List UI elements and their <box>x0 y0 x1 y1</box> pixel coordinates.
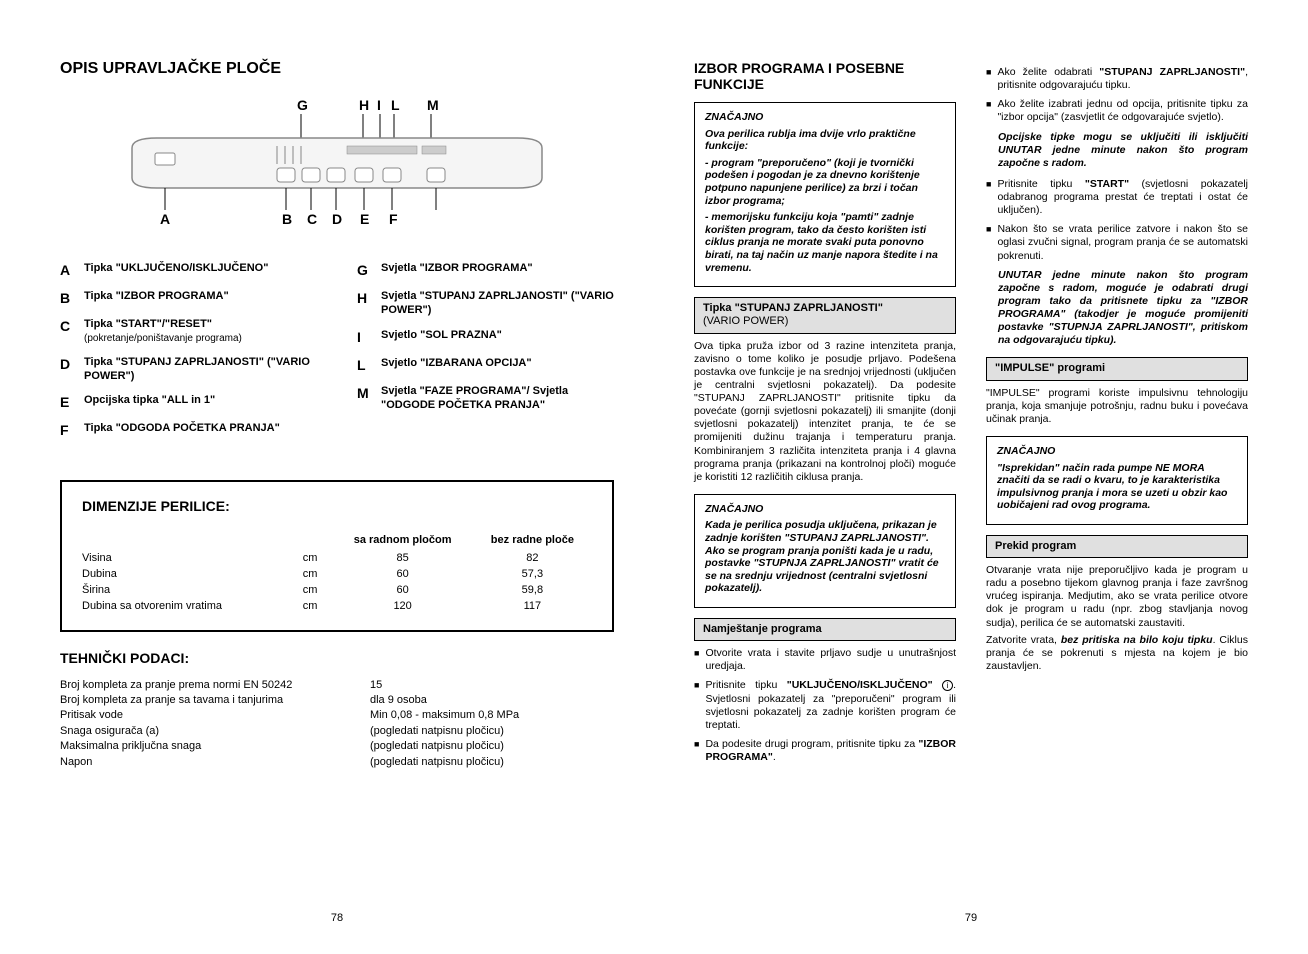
impulse-body: "IMPULSE" programi koriste impulsivnu te… <box>986 387 1248 426</box>
c2-b1: Ako želite odabrati "STUPANJ ZAPRLJANOST… <box>997 66 1248 92</box>
c2-b2: Ako želite izabrati jednu od opcija, pri… <box>997 98 1248 124</box>
box2-p: Kada je perilica posudja uključena, prik… <box>705 519 945 595</box>
diagram-label-f: F <box>389 211 398 227</box>
c2-b4: Nakon što se vrata perilice zatvore i na… <box>997 223 1248 262</box>
legend-item: MSvjetla "FAZE PROGRAMA"/ Svjetla "ODGOD… <box>357 384 614 413</box>
dim-col1-header: sa radnom pločom <box>333 530 473 550</box>
diagram-label-m: M <box>427 98 439 113</box>
c2-b3: Pritisnite tipku "START" (svjetlosni pok… <box>997 178 1248 217</box>
namj-b1: Otvorite vrata i stavite prljavo sudje u… <box>705 647 956 673</box>
important-box-1: ZNAČAJNO Ova perilica rublja ima dvije v… <box>694 102 956 287</box>
legend-item: EOpcijska tipka "ALL in 1" <box>60 393 317 411</box>
box2-head: ZNAČAJNO <box>705 503 945 516</box>
diagram-label-h: H <box>359 98 369 113</box>
dimensions-box: DIMENZIJE PERILICE: sa radnom pločombez … <box>60 480 614 632</box>
diagram-label-c: C <box>307 211 317 227</box>
tech-row: Broj kompleta za pranje prema normi EN 5… <box>60 678 614 693</box>
important-box-2: ZNAČAJNO Kada je perilica posudja uključ… <box>694 494 956 608</box>
namj-b2: Pritisnite tipku "UKLJUČENO/ISKLJUČENO" … <box>705 679 956 732</box>
legend-item: ATipka "UKLJUČENO/ISKLJUČENO" <box>60 261 317 279</box>
page-number-left: 78 <box>60 912 614 924</box>
legend-item: BTipka "IZBOR PROGRAMA" <box>60 289 317 307</box>
box1-p1: - program "preporučeno" (koji je tvornič… <box>705 157 945 207</box>
dim-row: Dubina sa otvorenim vratimacm120117 <box>82 598 592 614</box>
legend-item: HSvjetla "STUPANJ ZAPRLJANOSTI" ("VARIO … <box>357 289 614 318</box>
namjestanje-header: Namještanje programa <box>694 618 956 641</box>
impulse-header: "IMPULSE" programi <box>986 357 1248 380</box>
legend-column-right: GSvjetla "IZBOR PROGRAMA" HSvjetla "STUPA… <box>357 261 614 450</box>
tech-title: TEHNIČKI PODACI: <box>60 650 614 666</box>
dim-row: Širinacm6059,8 <box>82 582 592 598</box>
tech-row: Pritisak vodeMin 0,08 - maksimum 0,8 MPa <box>60 708 614 723</box>
diagram-label-g: G <box>297 98 308 113</box>
prekid-body2: Zatvorite vrata, bez pritiska na bilo ko… <box>986 634 1248 673</box>
tech-row: Napon(pogledati natpisnu pločicu) <box>60 755 614 770</box>
prekid-body1: Otvaranje vrata nije preporučljivo kada … <box>986 564 1248 630</box>
namjestanje-list: Otvorite vrata i stavite prljavo sudje u… <box>694 647 956 764</box>
legend-item: FTipka "ODGODA POČETKA PRANJA" <box>60 421 317 439</box>
box3-p: "Isprekidan" način rada pumpe NE MORA zn… <box>997 462 1237 512</box>
tech-row: Snaga osigurača (a)(pogledati natpisnu p… <box>60 724 614 739</box>
dimensions-title: DIMENZIJE PERILICE: <box>82 498 592 514</box>
namj-b3: Da podesite drugi program, pritisnite ti… <box>705 738 956 764</box>
page-number-right: 79 <box>694 912 1248 924</box>
diagram-label-i: I <box>377 98 381 113</box>
stupanj-header: Tipka "STUPANJ ZAPRLJANOSTI" (VARIO POWE… <box>694 297 956 333</box>
page-title-right: IZBOR PROGRAMA I POSEBNE FUNKCIJE <box>694 60 956 92</box>
dim-row: Dubinacm6057,3 <box>82 566 592 582</box>
prekid-header: Prekid program <box>986 535 1248 558</box>
dimensions-table: sa radnom pločombez radne ploče Visinacm… <box>82 530 592 614</box>
control-panel-diagram: G H I L M <box>60 98 614 231</box>
box1-head: ZNAČAJNO <box>705 111 945 124</box>
diagram-label-a: A <box>160 211 170 227</box>
emph-2: UNUTAR jedne minute nakon što program za… <box>998 269 1248 348</box>
diagram-label-d: D <box>332 211 342 227</box>
box1-p0: Ova perilica rublja ima dvije vrlo prakt… <box>705 128 945 153</box>
diagram-label-e: E <box>360 211 369 227</box>
legend-item: DTipka "STUPANJ ZAPRLJANOSTI" ("VARIO PO… <box>60 355 317 384</box>
stupanj-body: Ova tipka pruža izbor od 3 razine intenz… <box>694 340 956 484</box>
col2-bullets-1: Ako želite odabrati "STUPANJ ZAPRLJANOST… <box>986 66 1248 125</box>
legend-column-left: ATipka "UKLJUČENO/ISKLJUČENO" BTipka "IZB… <box>60 261 317 450</box>
diagram-label-l: L <box>391 98 400 113</box>
emph-1: Opcijske tipke mogu se uključiti ili isk… <box>998 131 1248 170</box>
tech-row: Broj kompleta za pranje sa tavama i tanj… <box>60 693 614 708</box>
dim-row: Visinacm8582 <box>82 550 592 566</box>
tech-data: Broj kompleta za pranje prema normi EN 5… <box>60 678 614 770</box>
dim-col2-header: bez radne ploče <box>473 530 592 550</box>
legend-item: CTipka "START"/"RESET"(pokretanje/poništ… <box>60 317 317 344</box>
legend-item: ISvjetlo "SOL PRAZNA" <box>357 328 614 346</box>
tech-row: Maksimalna priključna snaga(pogledati na… <box>60 739 614 754</box>
page-title-left: OPIS UPRAVLJAČKE PLOČE <box>60 60 614 78</box>
box3-head: ZNAČAJNO <box>997 445 1237 458</box>
col2-bullets-2: Pritisnite tipku "START" (svjetlosni pok… <box>986 178 1248 263</box>
info-icon: i <box>942 680 953 691</box>
legend-item: GSvjetla "IZBOR PROGRAMA" <box>357 261 614 279</box>
legend-item: LSvjetlo "IZBARANA OPCIJA" <box>357 356 614 374</box>
important-box-3: ZNAČAJNO "Isprekidan" način rada pumpe N… <box>986 436 1248 525</box>
box1-p2: - memorijsku funkciju koja "pamti" zadnj… <box>705 211 945 274</box>
diagram-label-b: B <box>282 211 292 227</box>
